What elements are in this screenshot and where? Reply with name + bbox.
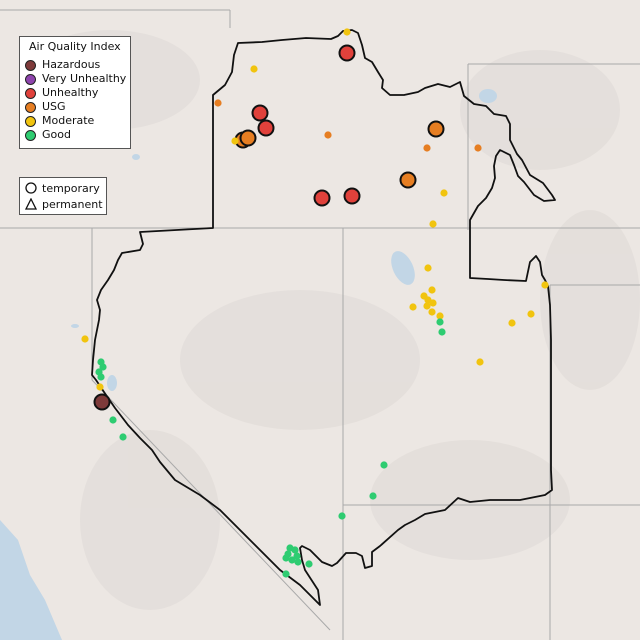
monitor-point (476, 358, 484, 366)
monitor-point (99, 363, 107, 371)
legend-label: temporary (42, 181, 100, 195)
monitor-point (429, 299, 437, 307)
monitor-point (423, 302, 431, 310)
hazardous-swatch-icon (25, 59, 36, 71)
legend-label: Good (42, 128, 71, 141)
monitor-point (109, 416, 117, 424)
monitor-point (428, 286, 436, 294)
legend-label: Moderate (42, 114, 95, 127)
monitor-type-legend: temporary permanent (19, 177, 107, 215)
aqi-monitor-points (81, 28, 549, 578)
legend-title: Air Quality Index (29, 40, 121, 53)
monitor-point (293, 552, 301, 560)
legend-item-temporary: temporary (25, 181, 100, 195)
monitor-point (527, 310, 535, 318)
legend-label: USG (42, 100, 66, 113)
temporary-monitor-point (338, 44, 356, 62)
monitor-point (324, 131, 332, 139)
monitor-point (369, 492, 377, 500)
monitor-point (343, 28, 351, 36)
usg-swatch-icon (25, 101, 36, 113)
circle-icon (25, 182, 37, 194)
temporary-monitor-point (257, 119, 275, 137)
unhealthy-swatch-icon (25, 87, 36, 99)
monitor-point (338, 512, 346, 520)
monitor-point (214, 99, 222, 107)
monitor-point (423, 144, 431, 152)
good-swatch-icon (25, 129, 36, 141)
monitor-point (96, 383, 104, 391)
monitor-point (429, 220, 437, 228)
legend-item-unhealthy: Unhealthy (25, 86, 98, 100)
legend-item-permanent: permanent (25, 197, 103, 211)
monitor-point (282, 570, 290, 578)
monitor-point (305, 560, 313, 568)
monitor-point (424, 264, 432, 272)
monitor-point (250, 65, 258, 73)
monitor-point (288, 556, 296, 564)
legend-label: permanent (42, 197, 103, 211)
legend-item-very-unhealthy: Very Unhealthy (25, 72, 126, 86)
monitor-point (438, 328, 446, 336)
legend-item-good: Good (25, 128, 71, 142)
temporary-monitor-point (343, 187, 361, 205)
monitor-point (380, 461, 388, 469)
monitor-point (294, 558, 302, 566)
temporary-monitor-point (313, 189, 331, 207)
monitor-point (541, 281, 549, 289)
legend-label: Hazardous (42, 58, 101, 71)
monitor-point (474, 144, 482, 152)
monitor-point (231, 137, 239, 145)
ocean (0, 520, 62, 640)
monitor-point (282, 554, 290, 562)
terrain-shading (20, 30, 640, 610)
monitor-point (508, 319, 516, 327)
legend-item-moderate: Moderate (25, 114, 94, 128)
lakes (71, 89, 497, 391)
monitor-point (81, 335, 89, 343)
aqi-legend: Air Quality Index Hazardous Very Unhealt… (19, 36, 131, 149)
monitor-point (428, 308, 436, 316)
legend-item-hazardous: Hazardous (25, 58, 100, 72)
monitor-point (440, 189, 448, 197)
monitor-point (291, 546, 299, 554)
region-boundary (91, 29, 556, 606)
temporary-monitor-point (399, 171, 417, 189)
temporary-monitor-point (427, 120, 445, 138)
temporary-monitor-point (93, 393, 111, 411)
very-unhealthy-swatch-icon (25, 73, 36, 85)
monitor-point (409, 303, 417, 311)
triangle-icon (25, 198, 37, 210)
temporary-monitor-point (239, 129, 257, 147)
monitor-point (436, 312, 444, 320)
monitor-point (97, 373, 105, 381)
monitor-point (119, 433, 127, 441)
moderate-swatch-icon (25, 115, 36, 127)
monitor-point (436, 318, 444, 326)
legend-item-usg: USG (25, 100, 66, 114)
legend-label: Unhealthy (42, 86, 99, 99)
legend-label: Very Unhealthy (42, 72, 127, 85)
temporary-monitor-point (251, 104, 269, 122)
state-lines (0, 9, 640, 640)
